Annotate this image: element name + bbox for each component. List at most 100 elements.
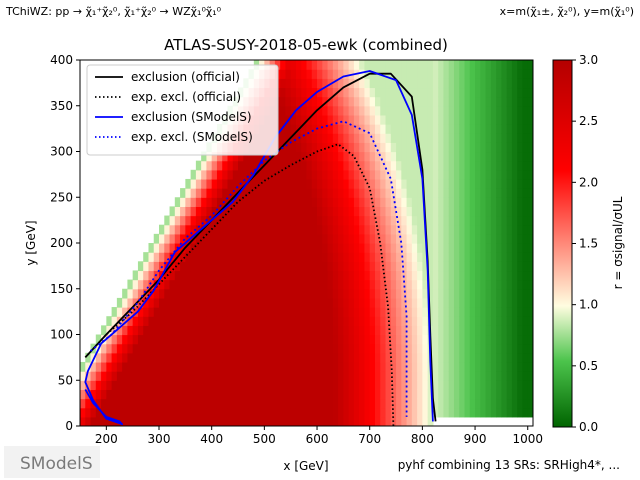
heatmap-cell [264,270,271,281]
heatmap-cell [301,124,308,134]
heatmap-cell [501,169,508,180]
heatmap-cell [396,151,402,162]
heatmap-cell [527,87,533,98]
heatmap-cell [317,279,323,290]
heatmap-cell [295,297,302,308]
heatmap-cell [469,105,476,116]
heatmap-cell [206,197,213,207]
heatmap-cell [322,252,329,262]
heatmap-cell [185,224,192,235]
heatmap-cell [311,60,318,70]
heatmap-cell [348,261,355,272]
heatmap-cell [364,270,371,281]
heatmap-cell [480,407,487,418]
heatmap-cell [427,279,434,290]
heatmap-cell [143,407,150,418]
heatmap-cell [338,288,344,299]
heatmap-cell [422,261,429,272]
heatmap-cell [480,124,487,134]
heatmap-cell [443,398,450,409]
heatmap-cell [385,279,392,290]
heatmap-cell [338,87,344,98]
heatmap-cell [496,407,502,418]
heatmap-cell [153,288,160,299]
heatmap-cell [417,197,423,207]
heatmap-cell [396,316,402,326]
heatmap-cell [343,169,350,180]
heatmap-cell [206,389,213,400]
heatmap-cell [369,416,376,426]
heatmap-cell [327,215,334,226]
heatmap-cell [511,371,518,381]
heatmap-cell [317,133,323,143]
heatmap-cell [148,243,155,253]
heatmap-cell [396,142,402,153]
heatmap-cell [174,307,181,317]
heatmap-cell [159,398,165,409]
heatmap-cell [169,407,176,418]
heatmap-cell [190,416,197,426]
heatmap-cell [401,407,408,418]
heatmap-cell [517,233,524,244]
heatmap-cell [95,380,102,390]
heatmap-cell [322,334,329,345]
heatmap-cell [243,224,250,235]
heatmap-cell [248,233,255,244]
heatmap-cell [522,151,529,162]
heatmap-cell [290,215,297,226]
heatmap-cell [174,279,181,290]
heatmap-cell [422,297,429,308]
heatmap-cell [411,270,418,281]
heatmap-cell [238,371,244,381]
heatmap-cell [322,316,329,326]
heatmap-cell [374,261,381,272]
heatmap-cell [259,352,265,363]
heatmap-cell [364,78,371,89]
heatmap-cell [443,407,450,418]
heatmap-cell [201,398,208,409]
heatmap-cell [374,334,381,345]
heatmap-cell [253,352,260,363]
heatmap-cell [143,334,150,345]
heatmap-cell [490,169,497,180]
heatmap-cell [490,78,497,89]
heatmap-cell [338,124,344,134]
heatmap-cell [343,224,350,235]
heatmap-cell [317,352,323,363]
heatmap-cell [227,215,234,226]
heatmap-cell [427,87,434,98]
heatmap-cell [353,160,360,171]
heatmap-cell [264,380,271,390]
heatmap-cell [485,398,492,409]
heatmap-cell [227,316,234,326]
heatmap-cell [390,371,397,381]
heatmap-cell [475,233,481,244]
heatmap-cell [353,78,360,89]
heatmap-cell [143,307,150,317]
heatmap-cell [348,252,355,262]
heatmap-cell [301,380,308,390]
heatmap-cell [280,78,287,89]
heatmap-cell [522,169,529,180]
heatmap-cell [295,142,302,153]
heatmap-cell [464,252,471,262]
heatmap-cell [180,389,186,400]
heatmap-cell [427,151,434,162]
heatmap-cell [453,334,460,345]
heatmap-cell [380,243,387,253]
heatmap-cell [411,343,418,354]
heatmap-cell [506,124,513,134]
heatmap-cell [343,69,350,79]
heatmap-cell [364,288,371,299]
heatmap-cell [453,188,460,198]
heatmap-cell [311,114,318,125]
heatmap-cell [496,151,502,162]
heatmap-cell [496,224,502,235]
heatmap-cell [222,398,229,409]
heatmap-cell [390,178,397,189]
heatmap-cell [374,407,381,418]
heatmap-cell [243,307,250,317]
heatmap-cell [469,178,476,189]
heatmap-cell [243,380,250,390]
heatmap-cell [327,96,334,107]
